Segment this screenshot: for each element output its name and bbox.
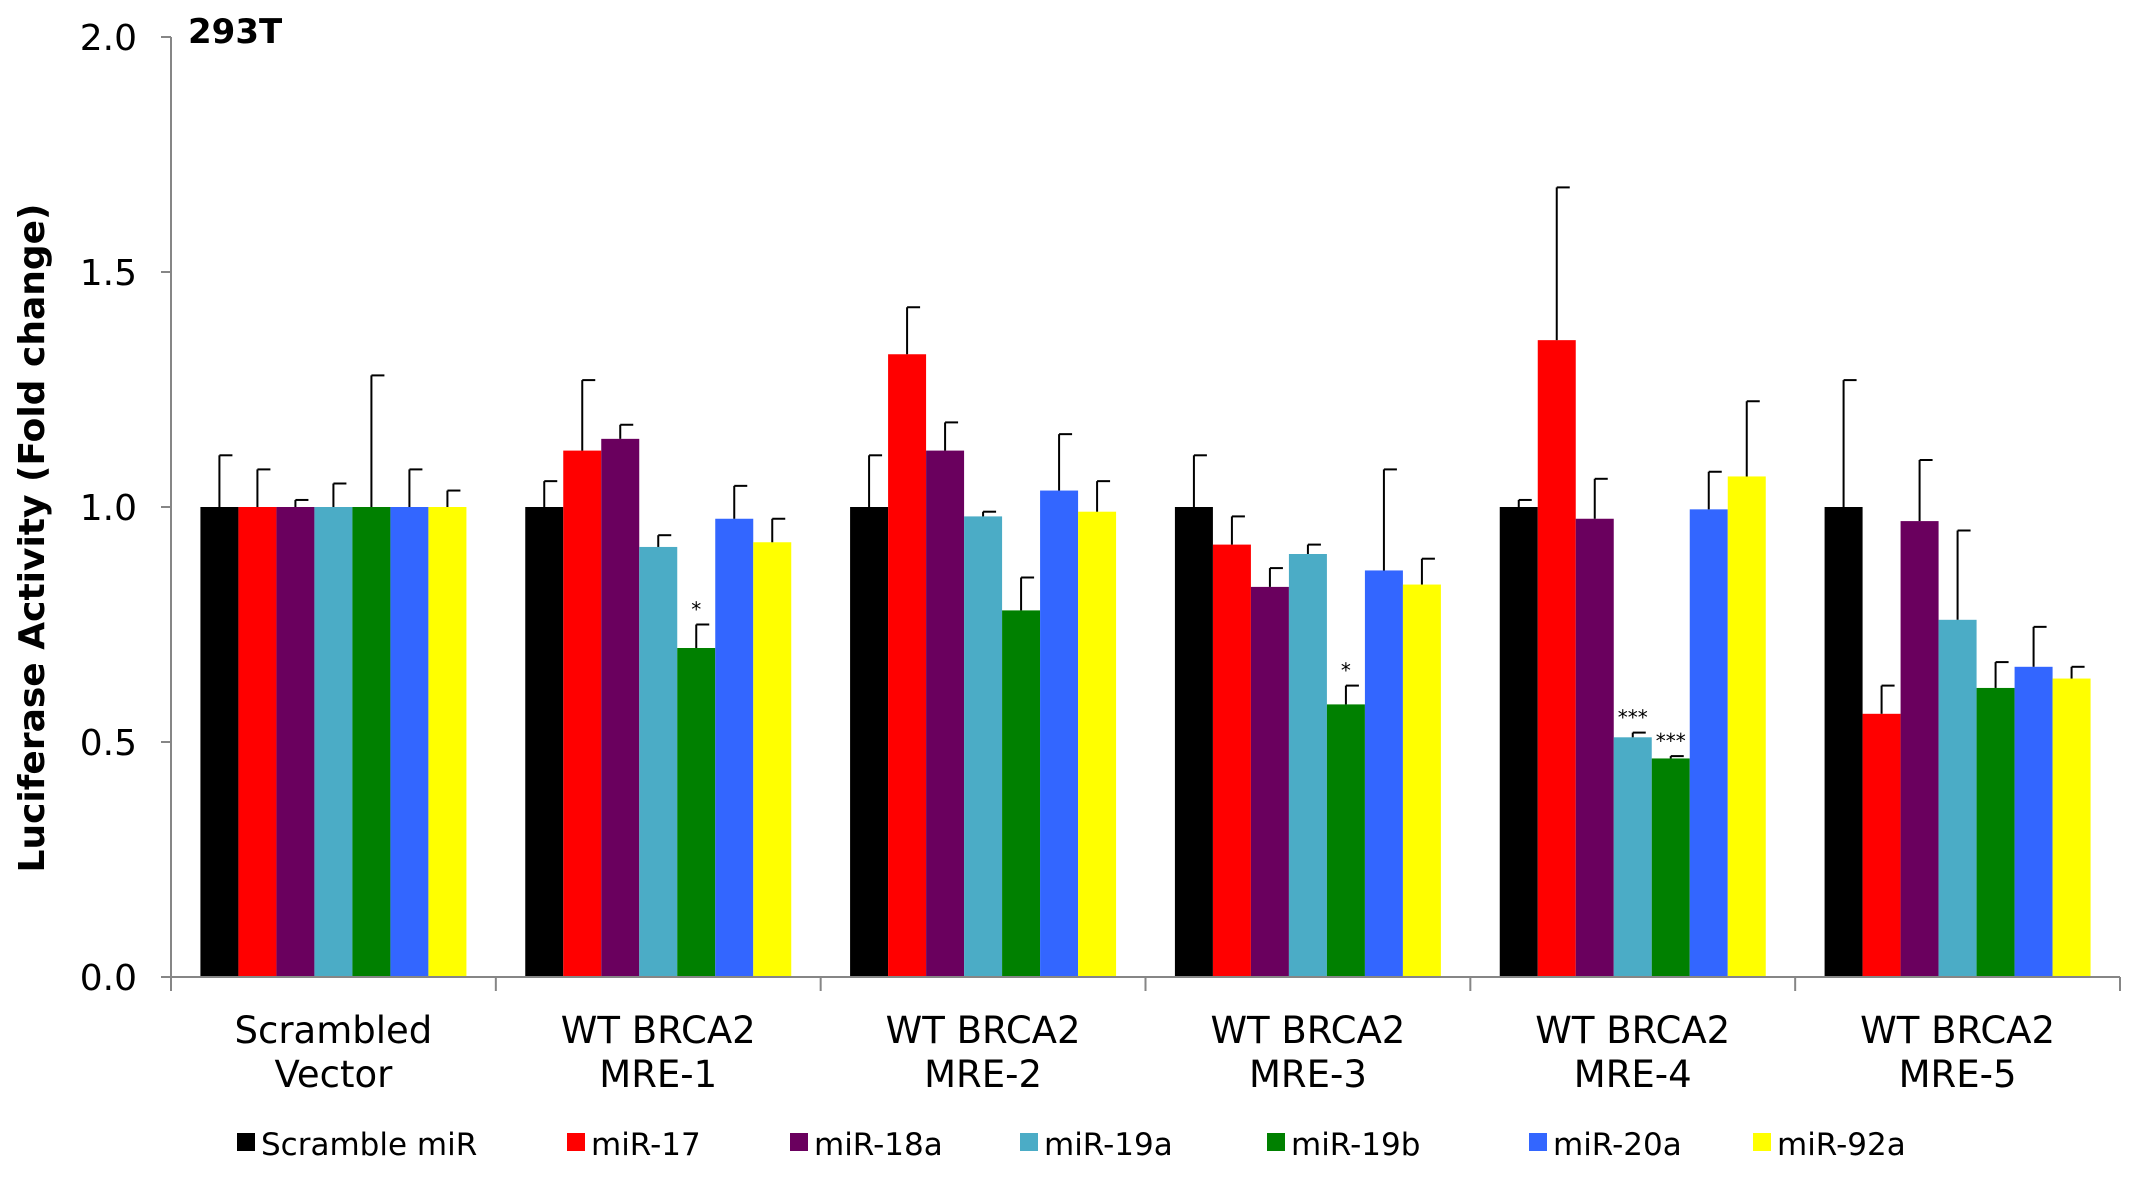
bar-mir-17 (888, 354, 927, 977)
y-axis: 0.0 0.5 1.0 1.5 2.0 (80, 18, 172, 999)
significance-label: * (691, 598, 701, 622)
bar-scramble-mir (1824, 507, 1863, 977)
bar-mir-17 (1537, 340, 1576, 977)
bar-mir-20a (1364, 570, 1403, 977)
legend-swatch (237, 1133, 255, 1151)
legend-label: miR-17 (591, 1127, 701, 1163)
chart-title: 293T (188, 12, 283, 52)
bar-mir-18a (1575, 518, 1614, 977)
category-label: WT BRCA2 (1210, 1009, 1405, 1052)
category-label: WT BRCA2 (1535, 1009, 1730, 1052)
bar-mir-19a (314, 507, 353, 977)
bar-scramble-mir (200, 507, 239, 977)
bar-mir-19b (1326, 704, 1365, 977)
bar-mir-18a (601, 438, 640, 978)
bar-mir-92a (2052, 678, 2091, 977)
bar-mir-18a (926, 450, 965, 978)
category-label: Scrambled (235, 1009, 433, 1052)
category-label: MRE-1 (599, 1053, 717, 1096)
bar-mir-18a (1250, 586, 1289, 977)
significance-label: *** (1618, 706, 1648, 730)
bar-mir-19b (1002, 610, 1041, 977)
bar-mir-19a (639, 546, 678, 977)
bar-mir-20a (1689, 509, 1728, 977)
legend-swatch (567, 1133, 585, 1151)
bar-mir-92a (1727, 476, 1766, 977)
legend-label: miR-19b (1291, 1127, 1420, 1163)
legend: Scramble miR miR-17 miR-18a miR-19a miR-19b m… (237, 1127, 1906, 1163)
legend-label: Scramble miR (261, 1127, 477, 1163)
category-label: WT BRCA2 (561, 1009, 756, 1052)
bar-mir-20a (390, 507, 429, 977)
bar-mir-19a (964, 516, 1003, 977)
bar-mir-17 (238, 507, 277, 977)
bar-scramble-mir (1499, 507, 1538, 977)
bar-scramble-mir (850, 507, 889, 977)
bar-mir-18a (1900, 521, 1939, 977)
legend-label: miR-20a (1553, 1127, 1682, 1163)
category-label: WT BRCA2 (1860, 1009, 2055, 1052)
bar-mir-19b (352, 507, 391, 977)
category-label: MRE-2 (924, 1053, 1042, 1096)
significance-annotations: ******** (691, 598, 1686, 754)
error-bars (218, 186, 2085, 759)
bar-mir-92a (1078, 511, 1117, 977)
legend-label: miR-18a (814, 1127, 943, 1163)
bar-mir-20a (2014, 666, 2053, 977)
category-label: MRE-5 (1899, 1053, 2017, 1096)
legend-swatch (1529, 1133, 1547, 1151)
bar-mir-19b (1976, 687, 2015, 977)
bar-scramble-mir (1174, 507, 1213, 977)
bar-mir-92a (428, 507, 467, 977)
y-tick-label: 0.0 (80, 958, 137, 999)
y-tick-label: 0.5 (80, 723, 137, 764)
legend-swatch (1753, 1133, 1771, 1151)
category-label: WT BRCA2 (886, 1009, 1081, 1052)
bar-mir-20a (1040, 490, 1079, 977)
bar-scramble-mir (525, 507, 564, 977)
legend-label: miR-19a (1044, 1127, 1173, 1163)
significance-label: * (1341, 659, 1351, 683)
legend-swatch (1020, 1133, 1038, 1151)
category-label: Vector (274, 1053, 393, 1096)
y-tick-label: 2.0 (80, 18, 137, 59)
significance-label: *** (1656, 729, 1686, 753)
legend-swatch (790, 1133, 808, 1151)
bar-mir-17 (563, 450, 602, 978)
bar-mir-19a (1288, 554, 1327, 977)
bar-mir-92a (753, 542, 792, 977)
bar-mir-17 (1212, 544, 1251, 977)
y-axis-label: Luciferase Activity (Fold change) (12, 203, 53, 872)
bar-mir-19b (677, 648, 716, 977)
bar-mir-18a (276, 507, 315, 977)
bar-mir-19a (1613, 737, 1652, 977)
bar-mir-92a (1402, 584, 1441, 977)
bar-mir-17 (1862, 713, 1901, 977)
category-label: MRE-3 (1249, 1053, 1367, 1096)
bar-mir-19b (1651, 758, 1690, 977)
legend-swatch (1267, 1133, 1285, 1151)
bar-mir-19a (1938, 619, 1977, 977)
category-label: MRE-4 (1574, 1053, 1692, 1096)
bars (200, 340, 2091, 978)
bar-mir-20a (715, 518, 754, 977)
y-tick-label: 1.5 (80, 253, 137, 294)
y-tick-label: 1.0 (80, 488, 137, 529)
legend-label: miR-92a (1777, 1127, 1906, 1163)
